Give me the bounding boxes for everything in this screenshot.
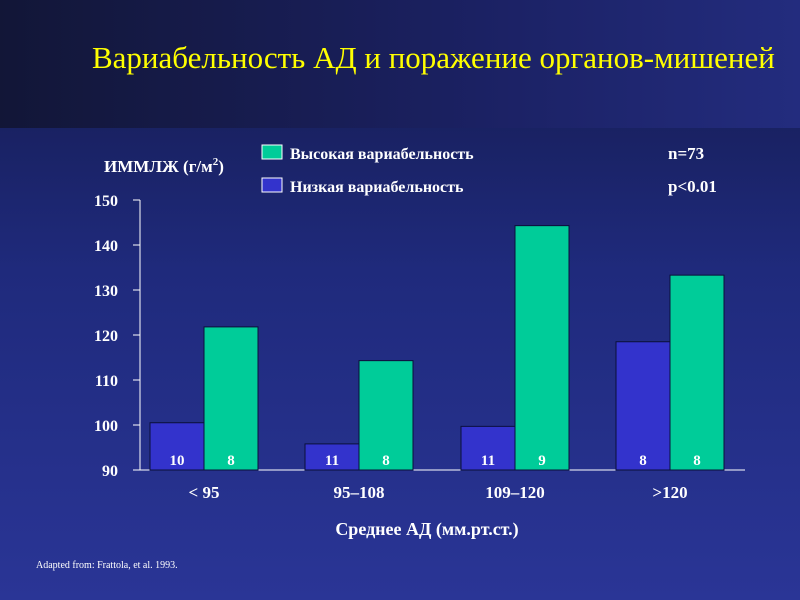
x-tick-label: >120 [652, 483, 687, 502]
x-tick-label: 95–108 [334, 483, 385, 502]
y-tick-label: 120 [94, 328, 118, 345]
x-tick-label: 109–120 [485, 483, 545, 502]
y-tick-label: 150 [94, 193, 118, 210]
bar-count-label: 8 [693, 453, 701, 469]
y-axis-label-main: ИММЛЖ (г/м [104, 157, 213, 176]
bar-count-label: 11 [481, 453, 495, 469]
bars [149, 225, 725, 471]
annotation-n: n=73 [668, 144, 704, 163]
bar-low-3 [615, 341, 671, 471]
legend-swatch-low [261, 177, 283, 193]
y-tick-label: 130 [94, 283, 118, 300]
x-tick-labels: < 95 95–108 109–120 >120 [189, 483, 688, 502]
y-axis-label-sup: 2 [213, 156, 219, 168]
y-tick-label: 90 [102, 463, 118, 480]
y-tick-label: 110 [95, 373, 118, 390]
legend-label-high: Высокая вариабельность [290, 146, 474, 163]
bar-count-label: 9 [538, 453, 546, 469]
y-axis-label: ИММЛЖ (г/м2) [104, 156, 224, 176]
bar-low-0 [149, 422, 205, 471]
bar-count-label: 11 [325, 453, 339, 469]
y-ticks: 150 140 130 120 110 100 90 [94, 193, 140, 480]
x-axis-label: Среднее АД (мм.рт.ст.) [335, 519, 518, 540]
annotation-p: p<0.01 [668, 177, 717, 196]
bar-high-2 [514, 225, 570, 471]
legend: Высокая вариабельность Низкая вариабельн… [261, 144, 474, 196]
legend-label-low: Низкая вариабельность [290, 179, 464, 196]
bar-low-2 [460, 425, 516, 471]
bar-count-label: 8 [227, 453, 235, 469]
source-footnote: Adapted from: Frattola, et al. 1993. [36, 560, 178, 571]
bar-high-3 [669, 274, 725, 471]
legend-swatch-high [261, 144, 283, 160]
bar-high-1 [358, 360, 414, 471]
bar-count-labels: 10 8 11 8 11 9 8 8 [170, 453, 701, 469]
bar-count-label: 10 [170, 453, 185, 469]
y-axis-label-close: ) [218, 157, 224, 176]
slide-title: Вариабельность АД и поражение органов-ми… [92, 40, 775, 75]
title-band [0, 0, 800, 128]
y-tick-label: 140 [94, 238, 118, 255]
x-tick-label: < 95 [189, 483, 220, 502]
bar-count-label: 8 [639, 453, 647, 469]
y-tick-label: 100 [94, 418, 118, 435]
bar-count-label: 8 [382, 453, 390, 469]
bar-high-0 [203, 326, 259, 471]
